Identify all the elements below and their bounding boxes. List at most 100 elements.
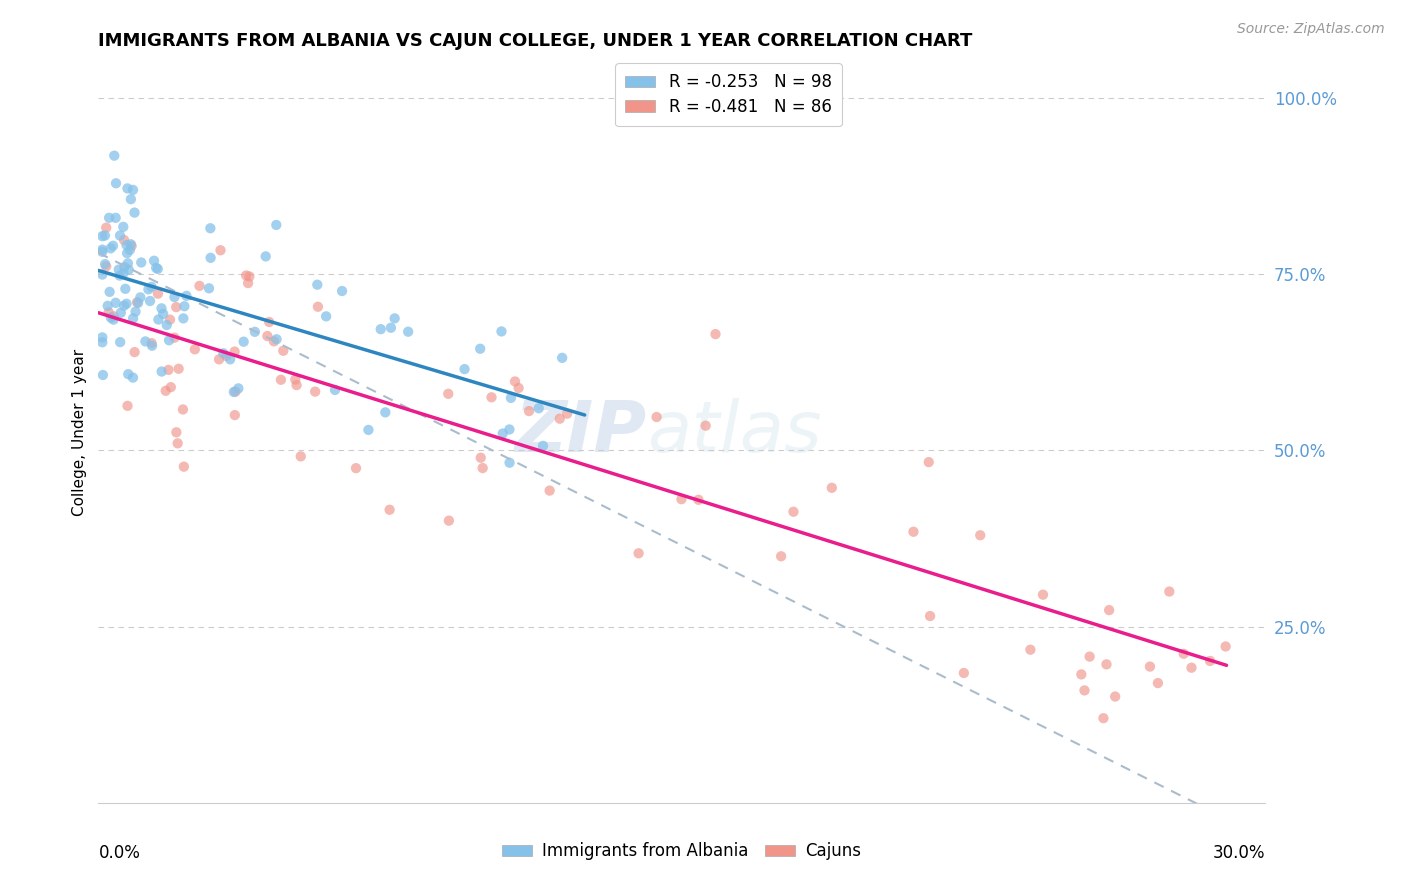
Point [124, 205, 146, 219]
Point [903, 524, 925, 539]
Point [124, 304, 146, 318]
Point [117, 399, 139, 413]
Point [104, 211, 127, 225]
Legend: Immigrants from Albania, Cajuns: Immigrants from Albania, Cajuns [494, 834, 870, 869]
Point [821, 481, 844, 495]
Point [125, 295, 148, 310]
Point [112, 233, 135, 247]
Point [118, 262, 141, 277]
Point [357, 423, 380, 437]
Point [235, 268, 257, 283]
Point [1159, 584, 1181, 599]
Point [117, 181, 139, 195]
Point [384, 311, 406, 326]
Point [1095, 657, 1118, 672]
Point [138, 282, 160, 296]
Point [531, 439, 554, 453]
Point [304, 384, 326, 399]
Point [165, 300, 187, 314]
Point [96, 220, 118, 235]
Point [148, 312, 170, 326]
Point [105, 176, 128, 190]
Point [173, 299, 195, 313]
Point [551, 351, 574, 365]
Point [198, 281, 221, 295]
Point [122, 370, 145, 384]
Point [103, 148, 125, 162]
Point [555, 407, 578, 421]
Point [122, 183, 145, 197]
Point [256, 329, 278, 343]
Point [470, 342, 492, 356]
Point [112, 299, 135, 313]
Point [263, 334, 285, 349]
Point [163, 290, 186, 304]
Point [470, 450, 492, 465]
Point [91, 330, 114, 344]
Point [104, 295, 127, 310]
Point [437, 386, 460, 401]
Point [146, 286, 169, 301]
Point [380, 320, 402, 334]
Point [695, 418, 717, 433]
Point [100, 241, 122, 255]
Point [330, 284, 353, 298]
Point [243, 325, 266, 339]
Point [94, 228, 117, 243]
Point [953, 665, 976, 680]
Point [1092, 711, 1115, 725]
Point [266, 332, 288, 346]
Point [129, 255, 152, 269]
Text: IMMIGRANTS FROM ALBANIA VS CAJUN COLLEGE, UNDER 1 YEAR CORRELATION CHART: IMMIGRANTS FROM ALBANIA VS CAJUN COLLEGE… [98, 32, 973, 50]
Point [172, 311, 194, 326]
Point [103, 310, 125, 324]
Text: ZIP: ZIP [515, 398, 647, 467]
Point [141, 339, 163, 353]
Point [98, 285, 121, 299]
Point [284, 373, 307, 387]
Point [307, 277, 329, 292]
Point [120, 192, 142, 206]
Point [120, 237, 142, 252]
Point [112, 219, 135, 234]
Point [498, 422, 520, 436]
Point [200, 251, 222, 265]
Point [1180, 661, 1202, 675]
Point [254, 249, 277, 263]
Point [200, 221, 222, 235]
Point [127, 296, 149, 310]
Point [396, 325, 419, 339]
Point [688, 492, 710, 507]
Text: Source: ZipAtlas.com: Source: ZipAtlas.com [1237, 22, 1385, 37]
Point [143, 253, 166, 268]
Point [110, 306, 132, 320]
Point [548, 411, 571, 425]
Point [91, 229, 114, 244]
Point [1199, 654, 1222, 668]
Text: 0.0%: 0.0% [98, 844, 141, 862]
Point [232, 334, 254, 349]
Text: 30.0%: 30.0% [1213, 844, 1265, 862]
Point [285, 378, 308, 392]
Point [96, 260, 118, 274]
Point [1070, 667, 1092, 681]
Point [1139, 659, 1161, 673]
Point [1019, 642, 1042, 657]
Point [222, 384, 245, 399]
Point [184, 343, 207, 357]
Point [91, 335, 114, 350]
Point [152, 307, 174, 321]
Point [98, 211, 121, 225]
Point [94, 257, 117, 271]
Point [163, 331, 186, 345]
Point [160, 380, 183, 394]
Point [166, 436, 188, 450]
Point [155, 384, 177, 398]
Point [1078, 649, 1101, 664]
Point [100, 310, 122, 325]
Point [118, 243, 141, 257]
Point [117, 256, 139, 270]
Point [172, 402, 194, 417]
Point [129, 290, 152, 304]
Point [97, 299, 120, 313]
